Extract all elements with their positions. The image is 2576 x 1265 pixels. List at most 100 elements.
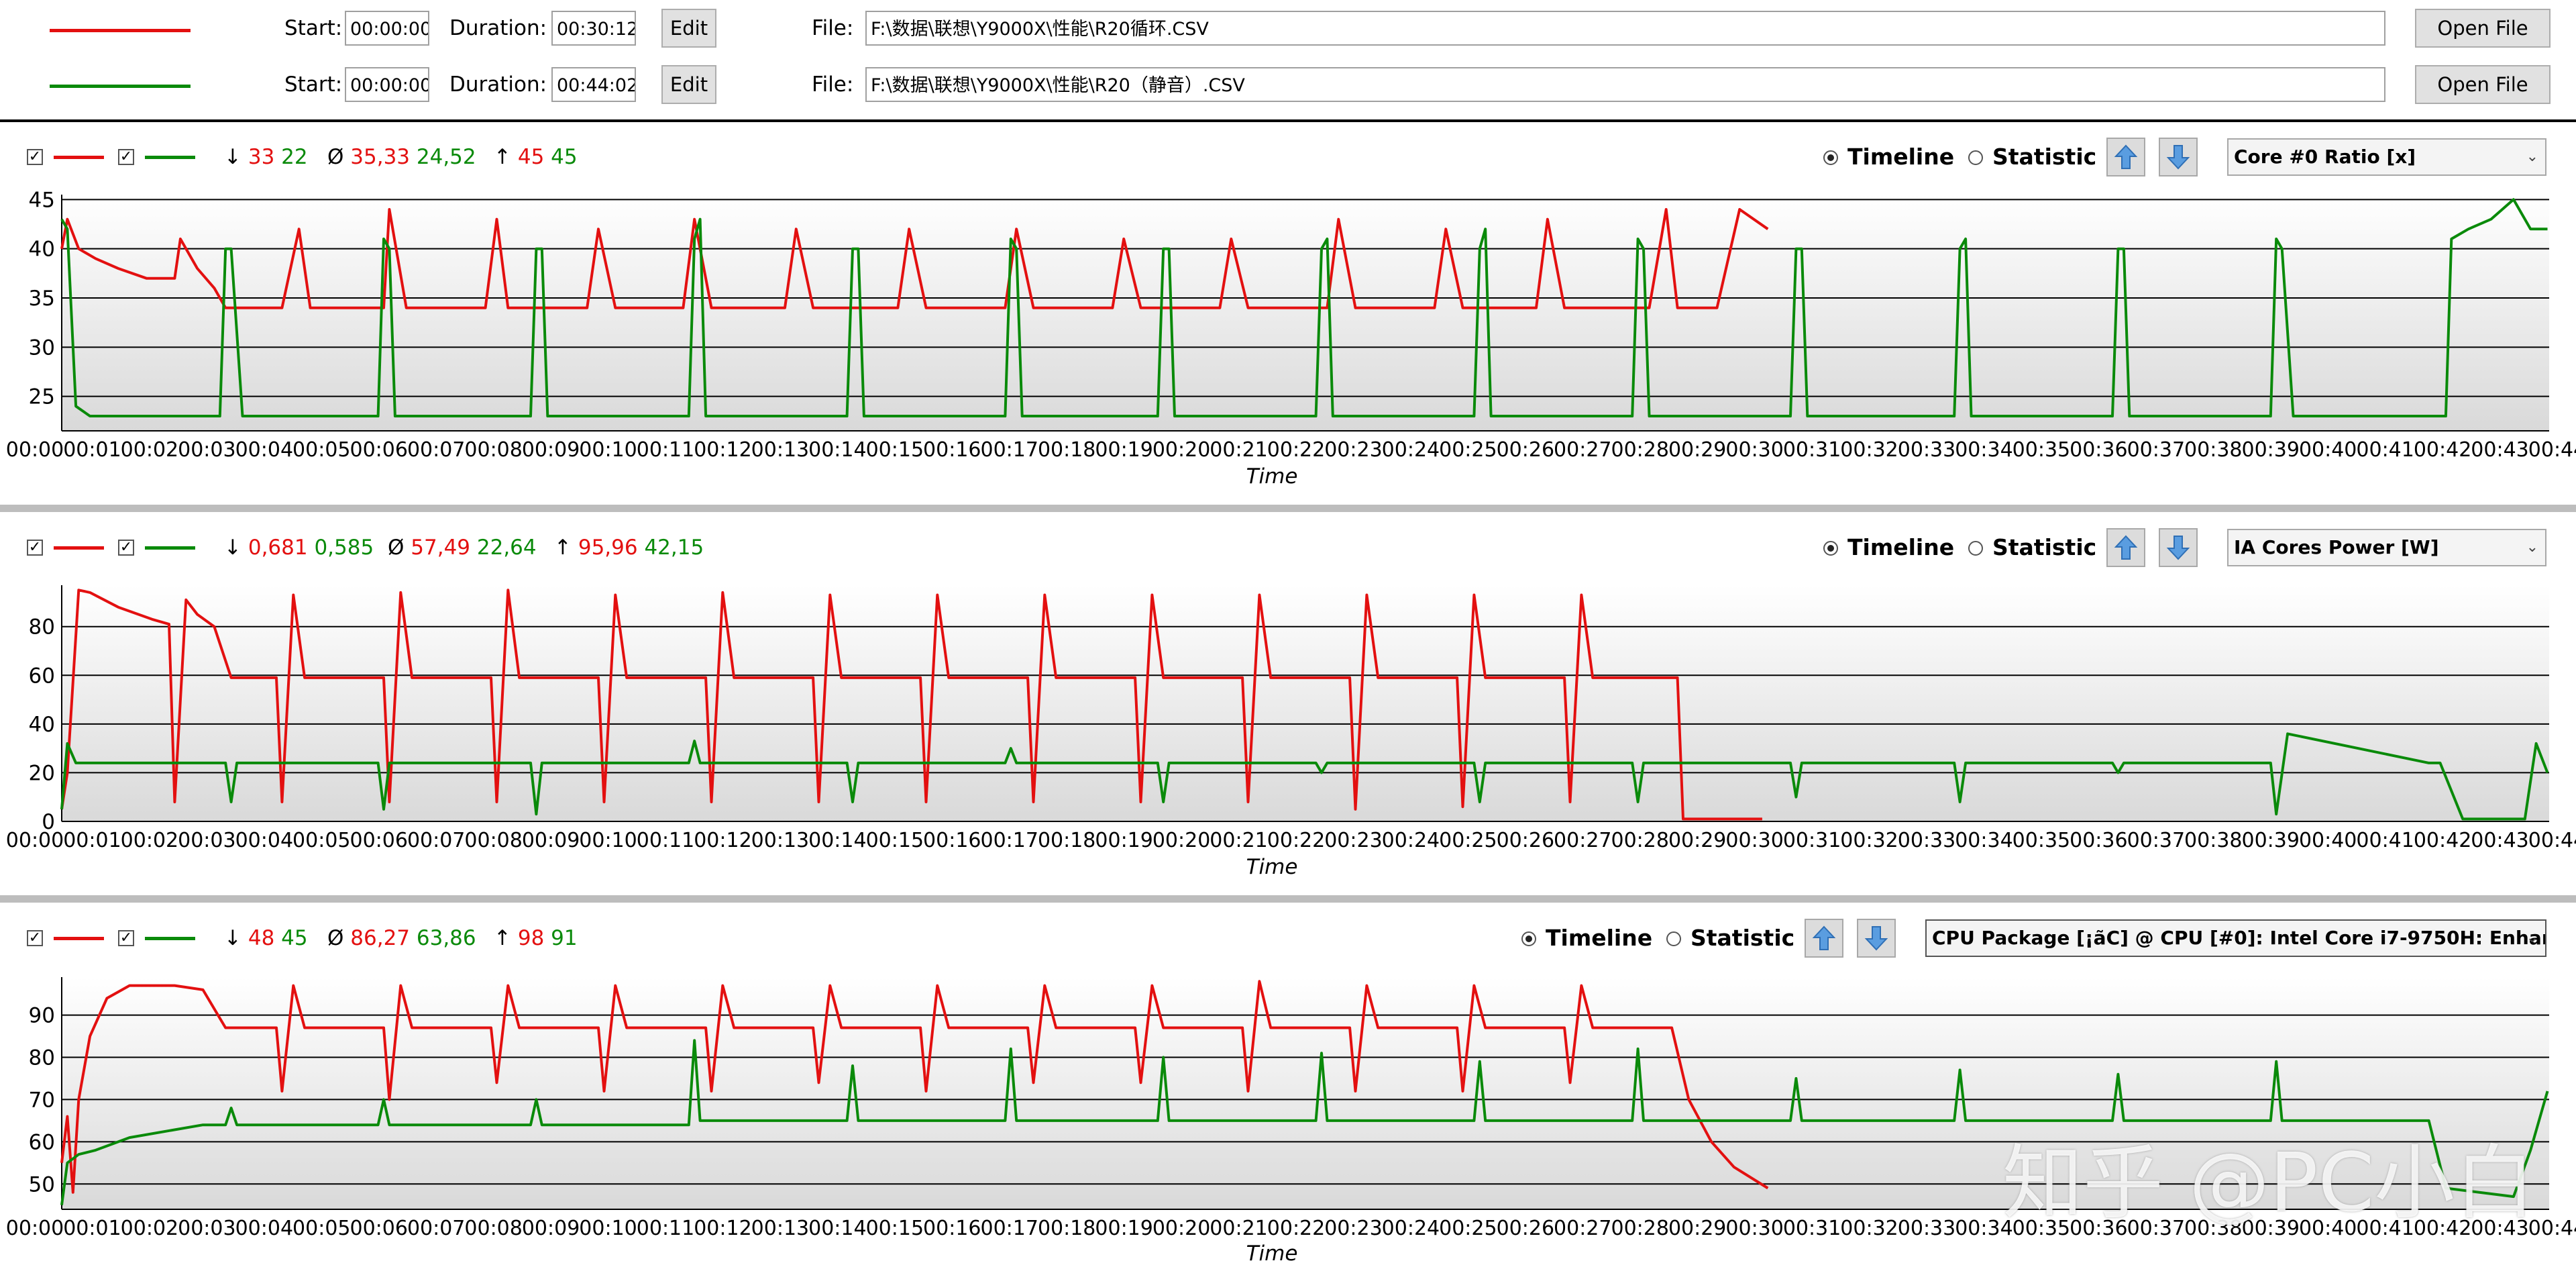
arrow-down-icon — [1864, 926, 1888, 951]
move-up-button[interactable] — [1805, 919, 1843, 958]
x-tick-label: 00:06 — [350, 1217, 407, 1240]
x-tick-label: 00:43 — [2471, 1217, 2528, 1240]
x-tick-label: 00:03 — [178, 829, 235, 852]
statistic-radio[interactable] — [1666, 931, 1681, 946]
min-icon: ↓ — [224, 926, 241, 950]
x-tick-label: 00:34 — [1955, 829, 2012, 852]
duration-field[interactable]: 00:44:02 — [551, 67, 636, 102]
x-tick-label: 00:32 — [1840, 829, 1898, 852]
y-tick-label: 25 — [29, 385, 55, 409]
x-tick-label: 00:19 — [1095, 829, 1152, 852]
x-tick-label: 00:13 — [751, 1217, 809, 1240]
x-tick-label: 00:20 — [1152, 1217, 1210, 1240]
x-tick-label: 00:39 — [2241, 438, 2299, 462]
timeline-radio[interactable] — [1823, 150, 1838, 165]
x-tick-label: 00:17 — [980, 829, 1038, 852]
statistic-radio[interactable] — [1968, 541, 1983, 556]
file-path-field[interactable]: F:\数据\联想\Y9000X\性能\R20（静音）.CSV — [865, 67, 2385, 102]
timeline-radio[interactable] — [1823, 541, 1838, 556]
edit-button[interactable]: Edit — [661, 9, 716, 48]
panel-2-header: ✓ ✓ ↓ 0,681 0,585 Ø 57,49 22,64 ↑ 95,96 … — [0, 525, 2576, 572]
series-line-2 — [60, 732, 2549, 821]
x-tick-label: 00:30 — [1725, 438, 1783, 462]
open-file-button[interactable]: Open File — [2415, 65, 2551, 104]
x-tick-label: 00:20 — [1152, 829, 1210, 852]
x-tick-label: 00:19 — [1095, 438, 1152, 462]
max-value-1: 95,96 — [578, 536, 638, 560]
sensor-select[interactable]: CPU Package [¡ãC] @ CPU [#0]: Intel Core… — [1925, 919, 2546, 957]
x-tick-label: 00:14 — [808, 1217, 866, 1240]
move-up-button[interactable] — [2106, 138, 2145, 176]
series-1-checkbox[interactable]: ✓ — [27, 540, 43, 556]
statistic-label: Statistic — [1992, 144, 2097, 170]
x-tick-label: 00:11 — [637, 1217, 694, 1240]
series-1-checkbox[interactable]: ✓ — [27, 149, 43, 165]
x-tick-label: 00:28 — [1611, 438, 1668, 462]
x-tick-label: 00:08 — [464, 438, 522, 462]
y-tick-label: 0 — [42, 810, 55, 834]
x-tick-label: 00:23 — [1324, 1217, 1382, 1240]
x-tick-label: 00:11 — [637, 829, 694, 852]
open-file-button[interactable]: Open File — [2415, 9, 2551, 48]
move-up-button[interactable] — [2106, 528, 2145, 567]
x-tick-label: 00:44 — [2528, 438, 2576, 462]
x-tick-label: 00:06 — [350, 438, 407, 462]
x-tick-label: 00:30 — [1725, 1217, 1783, 1240]
x-tick-label: 00:21 — [1210, 438, 1267, 462]
x-tick-label: 00:40 — [2299, 438, 2357, 462]
file-path-field[interactable]: F:\数据\联想\Y9000X\性能\R20循环.CSV — [865, 11, 2385, 46]
plot-area — [62, 977, 2549, 1209]
x-tick-label: 00:01 — [63, 438, 121, 462]
x-tick-label: 00:42 — [2414, 1217, 2471, 1240]
y-tick-label: 40 — [29, 238, 55, 262]
max-value-2: 91 — [551, 926, 578, 950]
panel-3-header: ✓ ✓ ↓ 48 45 Ø 86,27 63,86 ↑ 98 91 Timeli… — [0, 915, 2576, 962]
x-tick-label: 00:18 — [1038, 829, 1095, 852]
x-tick-label: 00:21 — [1210, 829, 1267, 852]
duration-field[interactable]: 00:30:12 — [551, 11, 636, 46]
x-tick-label: 00:14 — [808, 829, 866, 852]
x-tick-label: 00:00 — [6, 1217, 64, 1240]
statistic-radio[interactable] — [1968, 150, 1983, 165]
x-tick-label: 00:01 — [63, 1217, 121, 1240]
x-tick-label: 00:22 — [1267, 438, 1325, 462]
x-tick-label: 00:02 — [121, 829, 178, 852]
file-label: File: — [812, 16, 854, 40]
x-tick-label: 00:13 — [751, 829, 809, 852]
start-field[interactable]: 00:00:00 — [345, 67, 429, 102]
file-row-1: Start: 00:00:00 Duration: 00:30:12 Edit … — [0, 0, 2576, 56]
sensor-select[interactable]: IA Cores Power [W] ⌄ — [2227, 529, 2546, 566]
x-tick-label: 00:31 — [1783, 829, 1841, 852]
chart-core-ratio: 25 30 35 40 45 00:0000:0100:0200:0300:0400:05… — [6, 188, 2576, 489]
series-2-checkbox[interactable]: ✓ — [118, 149, 134, 165]
min-value-1: 0,681 — [248, 536, 308, 560]
x-tick-label: 00:42 — [2414, 438, 2471, 462]
x-tick-label: 00:29 — [1668, 829, 1726, 852]
x-tick-label: 00:33 — [1898, 1217, 1955, 1240]
x-tick-label: 00:33 — [1898, 438, 1955, 462]
x-tick-label: 00:17 — [980, 438, 1038, 462]
x-tick-label: 00:05 — [292, 1217, 350, 1240]
edit-button[interactable]: Edit — [661, 65, 716, 104]
move-down-button[interactable] — [2159, 528, 2198, 567]
start-field[interactable]: 00:00:00 — [345, 11, 429, 46]
x-tick-label: 00:04 — [235, 438, 293, 462]
x-tick-label: 00:30 — [1725, 829, 1783, 852]
move-down-button[interactable] — [2159, 138, 2198, 176]
series-line-2 — [60, 198, 2548, 417]
y-tick-label: 80 — [29, 615, 55, 640]
x-tick-label: 00:35 — [2012, 438, 2070, 462]
panel-divider[interactable] — [0, 895, 2576, 903]
x-tick-label: 00:07 — [407, 829, 465, 852]
series-1-checkbox[interactable]: ✓ — [27, 930, 43, 946]
sensor-select[interactable]: Core #0 Ratio [x] ⌄ — [2227, 138, 2546, 176]
move-down-button[interactable] — [1857, 919, 1896, 958]
timeline-radio[interactable] — [1521, 931, 1536, 946]
x-tick-label: 00:39 — [2241, 829, 2299, 852]
x-tick-label: 00:27 — [1554, 438, 1611, 462]
x-tick-label: 00:05 — [292, 829, 350, 852]
series-2-checkbox[interactable]: ✓ — [118, 540, 134, 556]
x-tick-label: 00:12 — [694, 1217, 751, 1240]
panel-divider[interactable] — [0, 505, 2576, 512]
series-2-checkbox[interactable]: ✓ — [118, 930, 134, 946]
